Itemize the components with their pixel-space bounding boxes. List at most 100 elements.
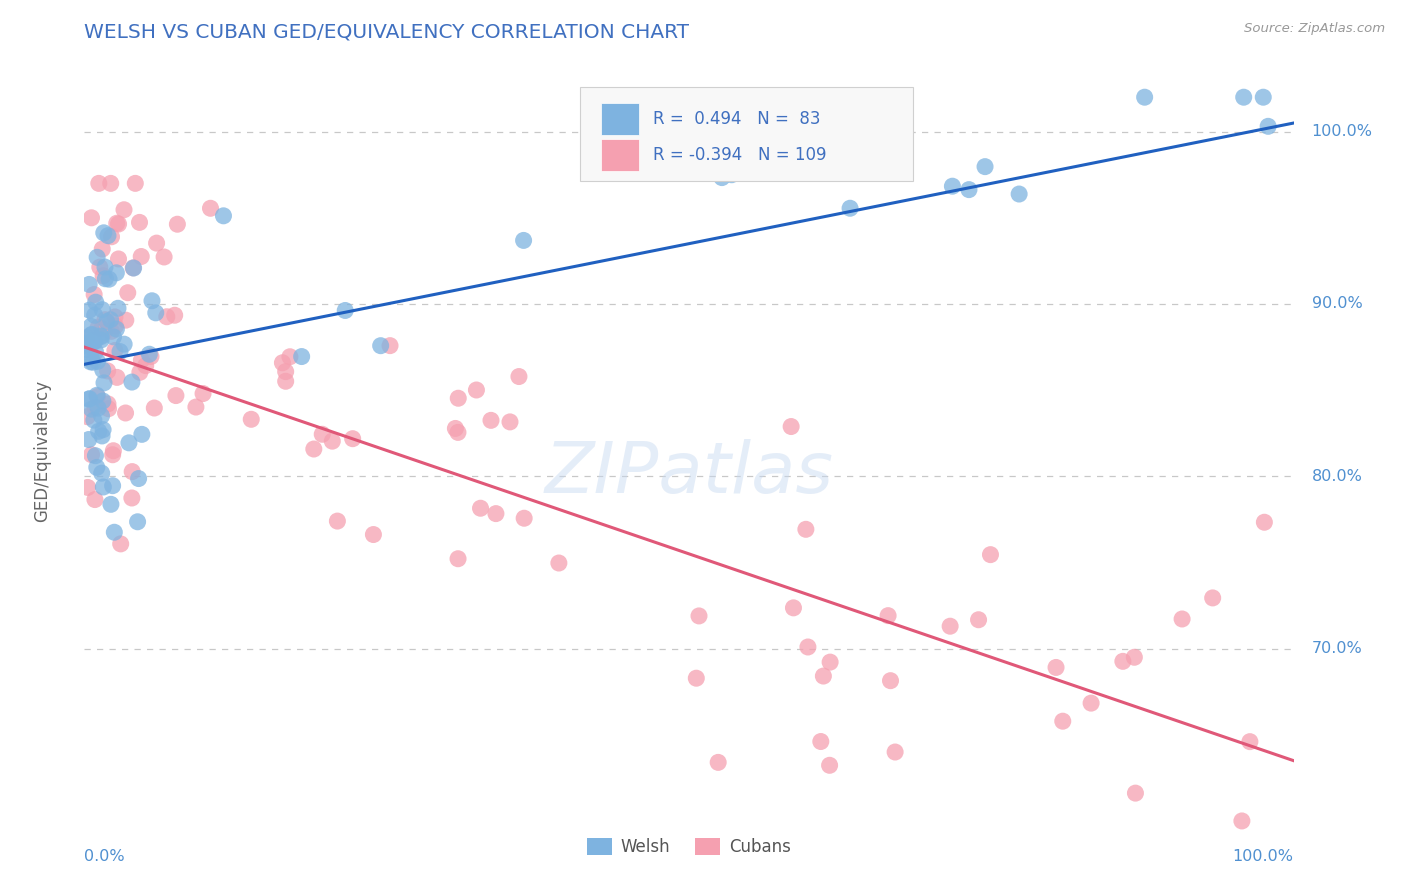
Point — [153, 250, 176, 264]
Point — [1080, 696, 1102, 710]
Point — [1233, 90, 1256, 104]
Point — [1123, 650, 1146, 665]
Point — [98, 272, 121, 286]
Point — [104, 318, 127, 333]
Point — [91, 242, 114, 256]
Point — [94, 260, 117, 274]
Point — [101, 479, 124, 493]
Text: ZIPatlas: ZIPatlas — [544, 439, 834, 508]
Point — [707, 756, 730, 770]
Point — [104, 310, 127, 324]
Point — [112, 202, 135, 217]
Point — [470, 501, 492, 516]
Point — [112, 337, 135, 351]
Point — [1202, 591, 1225, 605]
Point — [100, 229, 122, 244]
Point — [121, 465, 143, 479]
Point — [90, 409, 112, 423]
Point — [75, 337, 97, 351]
Point — [90, 328, 112, 343]
Text: WELSH VS CUBAN GED/EQUIVALENCY CORRELATION CHART: WELSH VS CUBAN GED/EQUIVALENCY CORRELATI… — [84, 22, 689, 41]
Text: 100.0%: 100.0% — [1312, 124, 1372, 139]
Point — [97, 397, 120, 411]
Point — [879, 673, 901, 688]
Point — [87, 425, 110, 439]
Point — [979, 548, 1001, 562]
Point — [86, 460, 108, 475]
Point — [84, 449, 107, 463]
Point — [378, 338, 401, 352]
Point — [86, 388, 108, 402]
Point — [139, 350, 162, 364]
Point — [80, 402, 103, 417]
Point — [131, 353, 153, 368]
Point — [118, 435, 141, 450]
Point — [76, 330, 98, 344]
FancyBboxPatch shape — [600, 139, 640, 170]
Point — [103, 443, 125, 458]
Point — [1008, 187, 1031, 202]
Point — [94, 272, 117, 286]
Point — [107, 217, 129, 231]
Point — [1253, 515, 1275, 529]
Point — [105, 370, 128, 384]
Point — [105, 216, 128, 230]
Point — [121, 491, 143, 505]
Point — [82, 335, 104, 350]
Text: 90.0%: 90.0% — [1312, 296, 1362, 311]
Point — [77, 392, 100, 407]
Point — [485, 507, 508, 521]
Point — [114, 313, 136, 327]
Point — [302, 442, 325, 456]
Point — [274, 374, 297, 388]
Point — [83, 308, 105, 322]
Point — [939, 619, 962, 633]
Point — [83, 413, 105, 427]
Point — [79, 303, 101, 318]
Point — [91, 393, 114, 408]
Point — [720, 168, 742, 182]
Point — [86, 390, 108, 404]
Point — [884, 745, 907, 759]
Point — [79, 392, 101, 406]
Text: 70.0%: 70.0% — [1312, 641, 1362, 657]
Point — [131, 427, 153, 442]
Point — [80, 319, 103, 334]
Point — [240, 412, 263, 426]
Point — [547, 556, 569, 570]
Point — [688, 608, 710, 623]
Point — [107, 252, 129, 266]
Point — [87, 320, 110, 334]
Point — [335, 303, 357, 318]
Point — [110, 537, 132, 551]
Point — [1171, 612, 1194, 626]
Point — [82, 334, 104, 348]
Point — [90, 333, 112, 347]
Point — [165, 388, 187, 402]
Point — [82, 355, 104, 369]
Point — [212, 209, 235, 223]
Point — [76, 343, 98, 357]
Point — [107, 301, 129, 316]
Point — [80, 328, 103, 343]
Point — [96, 315, 118, 329]
Point — [141, 293, 163, 308]
Point — [83, 287, 105, 301]
Point — [84, 344, 107, 359]
Point — [278, 350, 301, 364]
Point — [122, 260, 145, 275]
Point — [1257, 120, 1279, 134]
Point — [117, 285, 139, 300]
Point — [513, 511, 536, 525]
Point — [101, 448, 124, 462]
Point — [1239, 734, 1261, 748]
Point — [114, 406, 136, 420]
Point — [274, 365, 297, 379]
Point — [138, 347, 160, 361]
Point — [76, 339, 98, 353]
Point — [80, 327, 103, 342]
Point — [191, 386, 214, 401]
Point — [100, 497, 122, 511]
Point — [105, 266, 128, 280]
Point — [91, 363, 114, 377]
